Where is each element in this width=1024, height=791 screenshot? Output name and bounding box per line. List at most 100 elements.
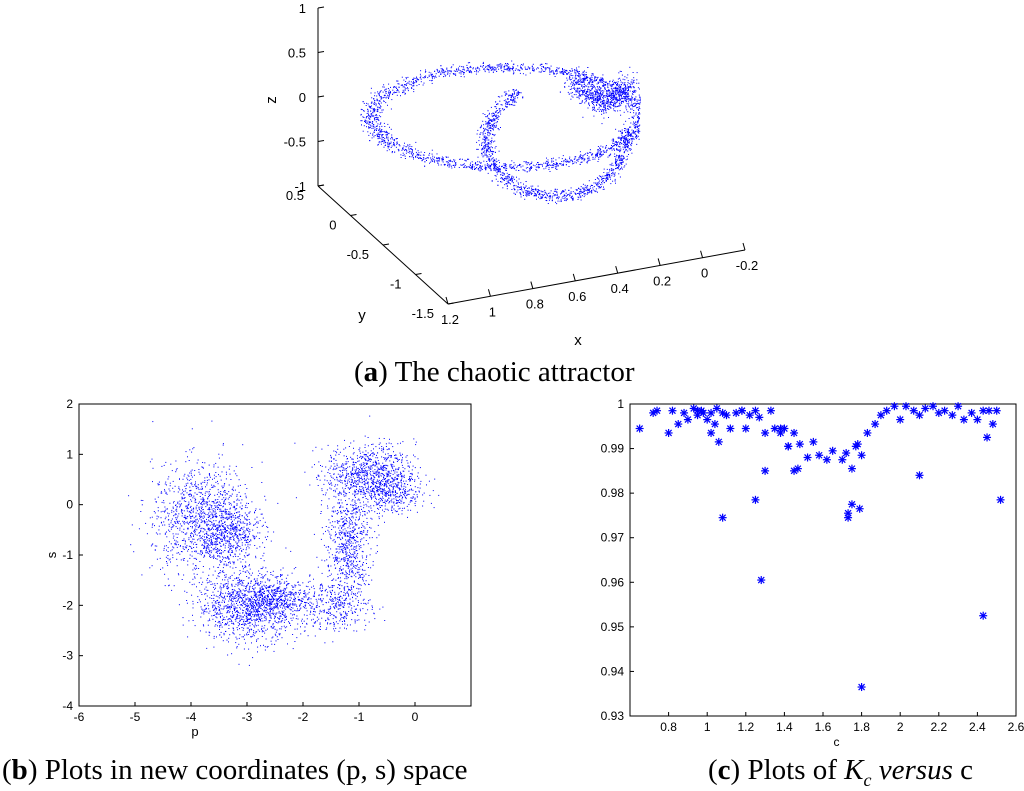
attractor-point [368,121,369,122]
b-point [188,504,189,505]
b-point [190,535,191,536]
attractor-point [532,193,533,194]
attractor-point [504,163,505,164]
b-point [142,500,143,501]
attractor-point [478,149,479,150]
attractor-point [491,159,492,160]
b-point [191,483,192,484]
attractor-point [391,147,392,148]
attractor-point [630,127,631,128]
b-point [262,542,263,543]
attractor-point [371,113,372,114]
b-point [197,463,198,464]
attractor-point [551,71,552,72]
attractor-point [530,192,531,193]
attractor-point [437,69,438,70]
attractor-point [429,75,430,76]
b-point [208,496,209,497]
attractor-point [493,115,494,116]
b-point [219,538,220,539]
b-point [198,513,199,514]
attractor-point [602,82,603,83]
attractor-point [399,84,400,85]
b-point [218,454,219,455]
attractor-point [558,165,559,166]
attractor-point [459,72,460,73]
attractor-point [490,67,491,68]
attractor-point [482,169,483,170]
b-point [199,472,200,473]
attractor-point [619,100,620,101]
b-point [229,504,230,505]
attractor-point [499,168,500,169]
b-point [178,544,179,545]
b-point [224,518,225,519]
attractor-point [579,95,580,96]
attractor-point [594,190,595,191]
x-tick [701,251,703,258]
attractor-point [630,148,631,149]
attractor-point [514,162,515,163]
b-point [202,504,203,505]
b-point [209,491,210,492]
attractor-point [371,126,372,127]
attractor-point [394,152,395,153]
b-x-tick-label: -2 [298,710,309,724]
attractor-point [408,152,409,153]
attractor-point [549,164,550,165]
b-point [235,556,236,557]
attractor-point [481,166,482,167]
attractor-point [590,77,591,78]
attractor-point [426,160,427,161]
attractor-point [628,80,629,81]
attractor-point [488,160,489,161]
attractor-point [617,88,618,89]
attractor-point [635,103,636,104]
b-point [201,551,202,552]
attractor-point [496,146,497,147]
attractor-point [636,113,637,114]
attractor-point [434,157,435,158]
b-point [218,504,219,505]
attractor-point [574,159,575,160]
attractor-point [603,81,604,82]
attractor-point [380,122,381,123]
attractor-point [573,163,574,164]
b-point [179,479,180,480]
attractor-point [486,123,487,124]
b-point [220,526,221,527]
b-point [220,491,221,492]
b-point [171,527,172,528]
b-point [231,496,232,497]
attractor-point [484,68,485,69]
b-point [245,505,246,506]
attractor-point [513,100,514,101]
attractor-point [638,114,639,115]
attractor-point [362,109,363,110]
attractor-point [581,192,582,193]
attractor-point [462,69,463,70]
attractor-point [517,65,518,66]
attractor-point [636,135,637,136]
attractor-point [423,158,424,159]
attractor-point [538,186,539,187]
attractor-point [607,103,608,104]
attractor-point [576,83,577,84]
attractor-point [549,69,550,70]
attractor-point [553,71,554,72]
attractor-point [486,137,487,138]
attractor-point [602,176,603,177]
attractor-point [564,83,565,84]
attractor-point [619,169,620,170]
attractor-point [423,155,424,156]
attractor-point [629,139,630,140]
attractor-point [482,67,483,68]
b-point [206,533,207,534]
attractor-point [492,67,493,68]
b-point [152,565,153,566]
attractor-point [373,115,374,116]
attractor-point [403,149,404,150]
b-point [177,542,178,543]
attractor-point [377,99,378,100]
attractor-point [628,88,629,89]
